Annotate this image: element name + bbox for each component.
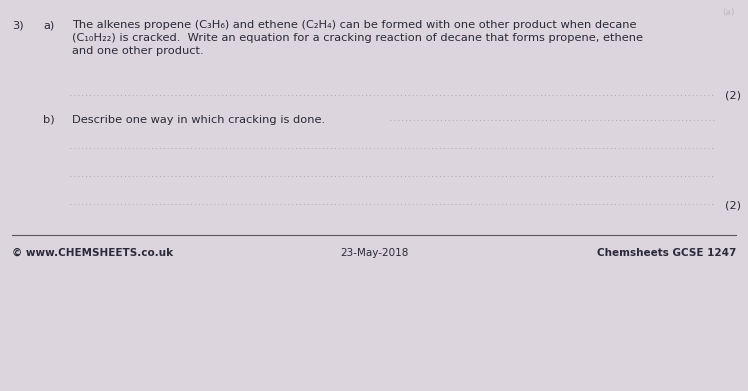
Text: © www.CHEMSHEETS.co.uk: © www.CHEMSHEETS.co.uk: [12, 248, 173, 258]
Text: Describe one way in which cracking is done.: Describe one way in which cracking is do…: [72, 115, 325, 125]
Text: (2): (2): [725, 200, 741, 210]
Text: (2): (2): [725, 91, 741, 101]
Text: 23-May-2018: 23-May-2018: [340, 248, 408, 258]
Text: Chemsheets GCSE 1247: Chemsheets GCSE 1247: [597, 248, 736, 258]
Text: (a): (a): [723, 8, 735, 17]
Text: a): a): [43, 20, 55, 30]
Text: b): b): [43, 115, 55, 125]
Text: 3): 3): [12, 20, 24, 30]
Text: The alkenes propene (C₃H₆) and ethene (C₂H₄) can be formed with one other produc: The alkenes propene (C₃H₆) and ethene (C…: [72, 20, 637, 30]
Text: (C₁₀H₂₂) is cracked.  Write an equation for a cracking reaction of decane that f: (C₁₀H₂₂) is cracked. Write an equation f…: [72, 33, 643, 43]
Text: and one other product.: and one other product.: [72, 46, 203, 56]
